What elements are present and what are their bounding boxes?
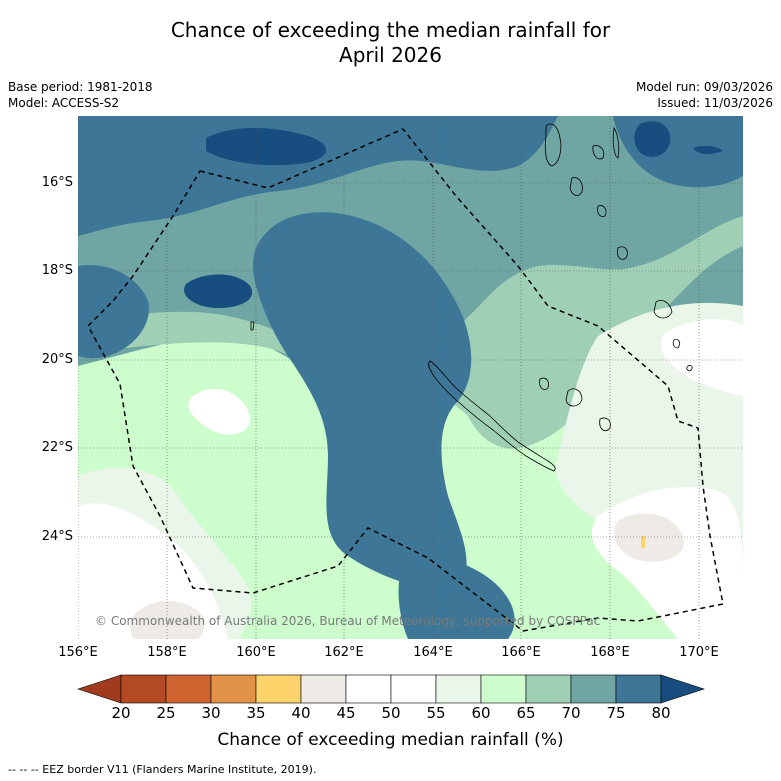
colorbar-swatch	[120, 674, 167, 704]
vanuatu-tanna-coast	[617, 246, 628, 260]
field-band-70-75-west	[78, 265, 149, 359]
copyright-notice: © Commonwealth of Australia 2026, Bureau…	[95, 614, 601, 628]
model-name: Model: ACCESS-S2	[8, 96, 120, 110]
colorbar-tick: 50	[381, 704, 401, 722]
meta-right: Model run: 09/03/2026 Issued: 11/03/2026	[636, 79, 773, 111]
field-band-75-80-ne	[634, 121, 671, 157]
lon-label: 170°E	[679, 645, 719, 660]
issued-date: Issued: 11/03/2026	[657, 96, 773, 110]
lat-label: 18°S	[41, 263, 73, 278]
colorbar-tick: 80	[651, 704, 671, 722]
colorbar-swatch	[255, 674, 302, 704]
rainfall-map	[78, 116, 743, 639]
field-band-50-55-west	[78, 503, 228, 639]
lifou-coast	[565, 388, 583, 407]
colorbar-swatch-high	[660, 674, 705, 704]
field-band-70-75	[78, 116, 558, 236]
eez-legend-note: -- -- -- EEZ border V11 (Flanders Marine…	[8, 763, 317, 776]
field-band-50-55-east	[661, 319, 743, 396]
lon-label: 156°E	[58, 645, 98, 660]
vanuatu-malekula-coast	[569, 177, 583, 196]
colorbar-tick: 70	[561, 704, 581, 722]
eez-border	[87, 128, 724, 632]
colorbar-tick: 25	[156, 704, 176, 722]
vanuatu-pentecost-coast	[612, 126, 620, 159]
lon-label: 162°E	[324, 645, 364, 660]
colorbar-swatch	[390, 674, 437, 704]
colorbar-swatch	[615, 674, 662, 704]
lon-label: 158°E	[147, 645, 187, 660]
colorbar-tick: 60	[471, 704, 491, 722]
lon-label: 164°E	[413, 645, 453, 660]
meta-left: Base period: 1981-2018 Model: ACCESS-S2	[8, 79, 153, 111]
field-band-40-45	[641, 536, 645, 548]
lat-label: 20°S	[41, 352, 73, 367]
walpole-coast	[653, 300, 673, 319]
colorbar-swatch	[570, 674, 617, 704]
base-period: Base period: 1981-2018	[8, 80, 153, 94]
lon-label: 168°E	[590, 645, 630, 660]
lat-label: 24°S	[41, 529, 73, 544]
colorbar-swatch	[210, 674, 257, 704]
colorbar-tick: 75	[606, 704, 626, 722]
vanuatu-espiritu-coast	[544, 123, 562, 167]
field-band-70-75-southeast	[398, 555, 515, 639]
colorbar-tick: 45	[336, 704, 356, 722]
colorbar-swatch	[525, 674, 572, 704]
colorbar-swatch	[480, 674, 527, 704]
chart-title: Chance of exceeding the median rainfall …	[0, 18, 781, 68]
hunter-coast	[686, 365, 693, 372]
chesterfield-islet	[250, 321, 255, 331]
colorbar-title: Chance of exceeding median rainfall (%)	[217, 730, 564, 750]
vanuatu-north-coast	[592, 145, 605, 160]
loyalty-islands-coast	[539, 377, 549, 390]
lat-label: 16°S	[41, 175, 73, 190]
field-band-45-50-sw	[130, 600, 205, 639]
colorbar-swatch	[435, 674, 482, 704]
model-run: Model run: 09/03/2026	[635, 80, 773, 94]
matthew-coast	[672, 339, 681, 349]
colorbar-tick: 65	[516, 704, 536, 722]
colorbar-tick: 30	[201, 704, 221, 722]
field-band-75-80-north	[206, 127, 327, 166]
colorbar-tick: 55	[426, 704, 446, 722]
field-band-50-55-island	[188, 388, 251, 435]
lat-label: 22°S	[41, 440, 73, 455]
colorbar-swatch	[165, 674, 212, 704]
lon-label: 160°E	[236, 645, 276, 660]
colorbar-swatch-low	[77, 674, 122, 704]
colorbar-tick: 40	[291, 704, 311, 722]
graticule	[78, 116, 743, 639]
colorbar-swatch	[300, 674, 347, 704]
field-band-75-80-mid	[184, 274, 253, 308]
colorbar-tick: 20	[111, 704, 131, 722]
mare-coast	[599, 417, 611, 432]
coastlines	[250, 123, 693, 472]
field-band-70-75-center	[253, 212, 472, 589]
title-line-2: April 2026	[339, 43, 442, 67]
colorbar-tick: 35	[246, 704, 266, 722]
vanuatu-efate-coast	[597, 205, 607, 217]
lon-label: 166°E	[501, 645, 541, 660]
colorbar-swatch	[345, 674, 392, 704]
field-band-75-80-ne2	[693, 145, 723, 155]
title-line-1: Chance of exceeding the median rainfall …	[170, 18, 611, 42]
field-band-45-50	[614, 513, 685, 562]
new-caledonia-coast	[428, 360, 556, 472]
colorbar	[77, 674, 705, 704]
